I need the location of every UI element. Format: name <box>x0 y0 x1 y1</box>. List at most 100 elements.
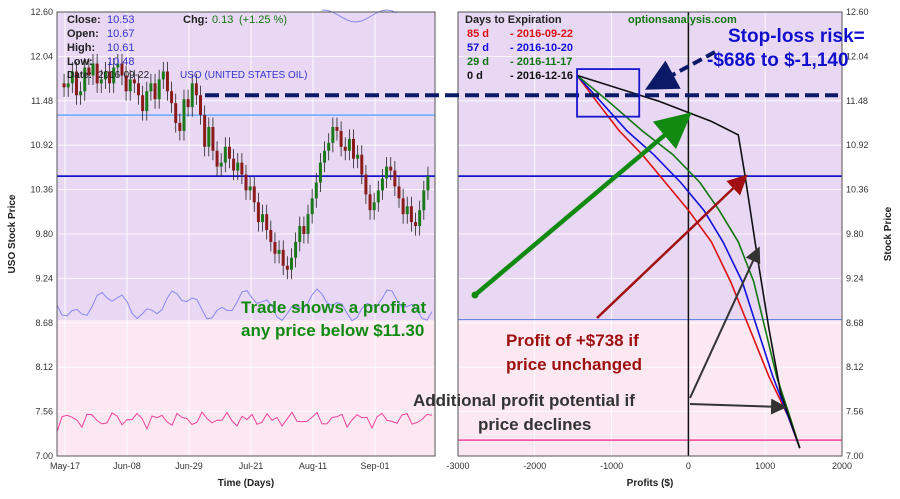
right-x-tick-label: -1000 <box>600 461 623 471</box>
left-x-tick-label: Jul-21 <box>239 461 264 471</box>
right-y-tick-label: 7.56 <box>846 407 864 417</box>
right-y-tick-label: 8.68 <box>846 318 864 328</box>
candle-body <box>136 83 140 96</box>
candle-body <box>401 198 405 215</box>
candle-body <box>145 91 149 112</box>
high-value: 10.61 <box>107 42 135 54</box>
candle-body <box>182 99 186 131</box>
candle-body <box>215 150 219 167</box>
candle-body <box>405 206 409 215</box>
left-x-axis-label: Time (Days) <box>218 478 275 489</box>
left-y-tick-label: 7.56 <box>35 407 53 417</box>
low-value: 10.48 <box>107 56 135 68</box>
left-x-tick-label: Jun-08 <box>113 461 141 471</box>
stop-loss-text-line1: Stop-loss risk= <box>728 26 865 47</box>
site-label: optionsanalysis.com <box>628 14 737 26</box>
pl-curve-57d <box>576 74 801 449</box>
right-x-ticks: -3000 -2000 -1000 0 1000 2000 <box>446 461 852 471</box>
candle-body <box>393 170 397 187</box>
additional-text-line1: Additional profit potential if <box>413 391 635 410</box>
stop-loss-box <box>576 68 641 118</box>
candle-body <box>389 166 393 171</box>
profit-unchanged-arrow <box>596 174 748 319</box>
candle-body <box>120 63 124 76</box>
candle-body <box>232 158 236 171</box>
left-x-tick-label: Jun-29 <box>175 461 203 471</box>
candle-body <box>252 186 256 203</box>
profit-below-text-line2: any price below $11.30 <box>241 321 424 340</box>
candle-body <box>203 115 207 147</box>
candle-body <box>211 126 215 151</box>
chg-value: 0.13 <box>212 14 233 26</box>
profit-unchanged-text-line2: price unchanged <box>506 355 642 374</box>
right-x-tick-label: -2000 <box>523 461 546 471</box>
candle-body <box>219 162 223 167</box>
right-y-tick-label: 12.60 <box>846 7 869 17</box>
candle-body <box>294 241 298 258</box>
candle-body <box>352 138 356 159</box>
left-y-tick-label: 10.92 <box>30 140 53 150</box>
profit-below-text-line1: Trade shows a profit at <box>241 298 426 317</box>
expiry-days: 29 d <box>467 56 489 68</box>
candle-body <box>91 63 95 76</box>
candle-body <box>248 186 252 191</box>
profit-below-arrow <box>473 112 692 297</box>
candle-body <box>174 103 178 123</box>
right-y-tick-label: 12.04 <box>846 51 869 61</box>
oscillator-purple-top <box>321 9 398 23</box>
candle-body <box>318 162 322 183</box>
expiry-legend-title: Days to Expiration <box>465 14 562 26</box>
candle-body <box>79 91 83 96</box>
candle-body <box>128 79 132 92</box>
candle-body <box>269 230 273 242</box>
candle-body <box>285 265 289 270</box>
date-value: 2016-09-22 <box>98 70 150 81</box>
expiry-date: - 2016-11-17 <box>510 56 572 68</box>
additional-arrow-right <box>689 398 787 415</box>
candle-body <box>368 194 372 211</box>
left-y-tick-label: 11.48 <box>31 96 53 106</box>
candle-body <box>314 182 318 199</box>
candle-body <box>161 71 165 80</box>
candle-body <box>256 202 260 223</box>
oscillator-purple <box>56 288 433 322</box>
expiry-date: - 2016-09-22 <box>510 28 573 40</box>
candle-body <box>327 142 331 151</box>
candle-body <box>364 174 368 195</box>
candle-body <box>227 146 231 159</box>
candle-body <box>124 75 128 92</box>
right-y-tick-label: 7.00 <box>846 451 864 461</box>
right-y-tick-label: 9.80 <box>846 229 864 239</box>
stop-loss-arrow <box>644 50 716 90</box>
left-x-tick-label: Aug-11 <box>299 461 327 471</box>
right-x-axis-label: Profits ($) <box>627 478 674 489</box>
open-label: Open: <box>67 28 99 40</box>
candle-body <box>170 91 174 104</box>
candle-body <box>62 83 66 88</box>
expiry-legend-rows: 85 d - 2016-09-22 57 d - 2016-10-20 29 d - 20… <box>467 28 573 82</box>
left-x-tick-label: Sep-01 <box>360 461 389 471</box>
candle-body <box>186 99 190 108</box>
right-y-tick-label: 10.92 <box>846 140 869 150</box>
candle-body <box>323 150 327 163</box>
candle-body <box>165 71 169 92</box>
candle-body <box>141 95 145 112</box>
candle-body <box>376 190 380 203</box>
candle-body <box>422 190 426 211</box>
left-y-tick-label: 9.24 <box>35 273 53 283</box>
candle-body <box>409 206 413 223</box>
right-y-ticks: 7.00 7.56 8.12 8.68 9.24 9.80 10.36 10.92 11.48 1… <box>846 7 869 461</box>
candle-body <box>178 123 182 131</box>
right-y-axis-label: Stock Price <box>883 206 894 261</box>
left-y-tick-label: 8.12 <box>35 362 53 372</box>
right-y-tick-label: 8.12 <box>846 362 864 372</box>
chg-label: Chg: <box>183 14 208 26</box>
candle-body <box>87 67 91 76</box>
candle-body <box>356 154 360 159</box>
right-y-tick-label: 10.36 <box>846 185 869 195</box>
candle-body <box>240 162 244 175</box>
candle-body <box>298 226 302 242</box>
expiry-days: 85 d <box>467 28 489 40</box>
